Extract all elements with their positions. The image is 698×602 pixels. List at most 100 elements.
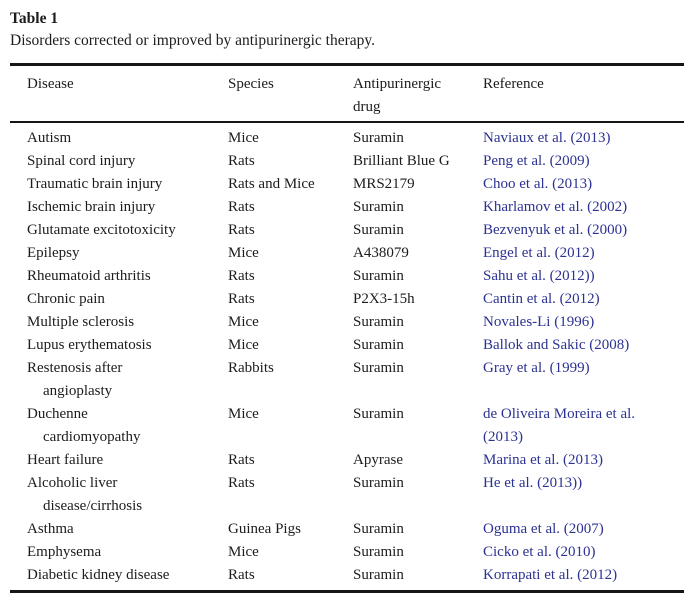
- disease-cell: Asthma: [27, 521, 74, 537]
- drug-cell: Suramin: [353, 130, 404, 146]
- table-row: Rheumatoid arthritis Rats Suramin Sahu et a…: [10, 265, 684, 288]
- drug-cell: MRS2179: [353, 176, 415, 192]
- reference-link[interactable]: Cicko et al. (2010): [483, 544, 596, 560]
- column-header-reference: Reference: [483, 64, 684, 123]
- reference-cell: de Oliveira Moreira et al. (2013): [483, 403, 684, 449]
- reference-cell: Naviaux et al. (2013): [483, 122, 684, 150]
- table-row: Restenosis after angioplasty Rabbits Suram…: [10, 357, 684, 403]
- reference-link[interactable]: Choo et al. (2013): [483, 176, 593, 192]
- disease-cell: Emphysema: [27, 544, 102, 560]
- drug-cell: Suramin: [353, 199, 404, 215]
- table-row: Spinal cord injury Rats Brilliant Blue G Pe…: [10, 150, 684, 173]
- reference-cell: Cicko et al. (2010): [483, 541, 684, 564]
- reference-cell: Marina et al. (2013): [483, 449, 684, 472]
- species-cell: Rats: [228, 153, 255, 169]
- reference-link[interactable]: Naviaux et al. (2013): [483, 130, 611, 146]
- disease-cell: Traumatic brain injury: [27, 176, 163, 192]
- table-row: Emphysema Mice Suramin Cicko et al. (2010): [10, 541, 684, 564]
- reference-link[interactable]: Gray et al. (1999): [483, 360, 590, 376]
- drug-cell: Suramin: [353, 222, 404, 238]
- reference-cell: Novales-Li (1996): [483, 311, 684, 334]
- table-row: Chronic pain Rats P2X3-15h Cantin et al. (2…: [10, 288, 684, 311]
- table-row: Glutamate excitotoxicity Rats Suramin Bezve…: [10, 219, 684, 242]
- disease-cell: Duchenne cardiomyopathy: [27, 406, 141, 445]
- reference-link[interactable]: Peng et al. (2009): [483, 153, 590, 169]
- reference-cell: Choo et al. (2013): [483, 173, 684, 196]
- drug-cell: Suramin: [353, 544, 404, 560]
- disease-cell: Restenosis after angioplasty: [27, 360, 123, 399]
- column-header-disease: Disease: [10, 64, 228, 123]
- reference-cell: He et al. (2013)): [483, 472, 684, 518]
- drug-cell: P2X3-15h: [353, 291, 415, 307]
- table-row: Duchenne cardiomyopathy Mice Suramin de Oli…: [10, 403, 684, 449]
- reference-cell: Ballok and Sakic (2008): [483, 334, 684, 357]
- disease-cell: Epilepsy: [27, 245, 80, 261]
- reference-link[interactable]: Bezvenyuk et al. (2000): [483, 222, 628, 238]
- table-row: Alcoholic liver disease/cirrhosis Rats Sur…: [10, 472, 684, 518]
- table-caption: Disorders corrected or improved by antip…: [10, 32, 375, 49]
- reference-cell: Cantin et al. (2012): [483, 288, 684, 311]
- disease-cell: Alcoholic liver disease/cirrhosis: [27, 475, 143, 514]
- reference-link[interactable]: Cantin et al. (2012): [483, 291, 600, 307]
- species-cell: Rats: [228, 567, 255, 583]
- reference-link[interactable]: Novales-Li (1996): [483, 314, 595, 330]
- drug-cell: Suramin: [353, 360, 404, 376]
- reference-link[interactable]: Sahu et al. (2012)): [483, 268, 595, 284]
- drug-cell: Suramin: [353, 475, 404, 491]
- reference-link[interactable]: Marina et al. (2013): [483, 452, 603, 468]
- disease-cell: Rheumatoid arthritis: [27, 268, 151, 284]
- species-cell: Mice: [228, 314, 259, 330]
- column-header-species: Species: [228, 64, 353, 123]
- disease-cell: Lupus erythematosis: [27, 337, 152, 353]
- species-cell: Rats: [228, 452, 255, 468]
- drug-cell: Suramin: [353, 268, 404, 284]
- table-row: Autism Mice Suramin Naviaux et al. (2013): [10, 122, 684, 150]
- reference-link[interactable]: Engel et al. (2012): [483, 245, 595, 261]
- disorders-table: Disease Species Antipurinergic drug Referen…: [10, 63, 684, 593]
- header-row: Disease Species Antipurinergic drug Referen…: [10, 64, 684, 123]
- table-row: Epilepsy Mice A438079 Engel et al. (2012): [10, 242, 684, 265]
- species-cell: Rats: [228, 475, 255, 491]
- drug-cell: Brilliant Blue G: [353, 153, 450, 169]
- table-row: Diabetic kidney disease Rats Suramin Korrap…: [10, 564, 684, 592]
- species-cell: Rabbits: [228, 360, 274, 376]
- table-row: Multiple sclerosis Mice Suramin Novales-Li …: [10, 311, 684, 334]
- species-cell: Rats: [228, 199, 255, 215]
- column-header-drug: Antipurinergic drug: [353, 64, 483, 123]
- reference-cell: Sahu et al. (2012)): [483, 265, 684, 288]
- drug-cell: Suramin: [353, 521, 404, 537]
- disease-cell: Chronic pain: [27, 291, 105, 307]
- table-row: Heart failure Rats Apyrase Marina et al. (2…: [10, 449, 684, 472]
- species-cell: Mice: [228, 130, 259, 146]
- species-cell: Rats: [228, 268, 255, 284]
- drug-cell: Suramin: [353, 406, 404, 422]
- table-row: Lupus erythematosis Mice Suramin Ballok and…: [10, 334, 684, 357]
- table-row: Traumatic brain injury Rats and Mice MRS21…: [10, 173, 684, 196]
- disease-cell: Autism: [27, 130, 72, 146]
- reference-link[interactable]: Kharlamov et al. (2002): [483, 199, 628, 215]
- disease-cell: Diabetic kidney disease: [27, 567, 170, 583]
- reference-link[interactable]: He et al. (2013)): [483, 475, 583, 491]
- table-body: Autism Mice Suramin Naviaux et al. (2013) Sp…: [10, 122, 684, 592]
- disease-cell: Spinal cord injury: [27, 153, 136, 169]
- reference-cell: Kharlamov et al. (2002): [483, 196, 684, 219]
- drug-cell: Suramin: [353, 337, 404, 353]
- drug-cell: Suramin: [353, 314, 404, 330]
- reference-link[interactable]: de Oliveira Moreira et al. (2013): [483, 406, 636, 445]
- reference-cell: Bezvenyuk et al. (2000): [483, 219, 684, 242]
- table-title: Table 1: [10, 10, 59, 27]
- disease-cell: Glutamate excitotoxicity: [27, 222, 176, 238]
- species-cell: Rats: [228, 291, 255, 307]
- disease-cell: Multiple sclerosis: [27, 314, 135, 330]
- reference-link[interactable]: Korrapati et al. (2012): [483, 567, 618, 583]
- reference-cell: Peng et al. (2009): [483, 150, 684, 173]
- table-row: Asthma Guinea Pigs Suramin Oguma et al. (20…: [10, 518, 684, 541]
- reference-cell: Engel et al. (2012): [483, 242, 684, 265]
- reference-link[interactable]: Ballok and Sakic (2008): [483, 337, 630, 353]
- species-cell: Rats and Mice: [228, 176, 315, 192]
- species-cell: Mice: [228, 245, 259, 261]
- species-cell: Guinea Pigs: [228, 521, 301, 537]
- reference-link[interactable]: Oguma et al. (2007): [483, 521, 604, 537]
- disease-cell: Heart failure: [27, 452, 104, 468]
